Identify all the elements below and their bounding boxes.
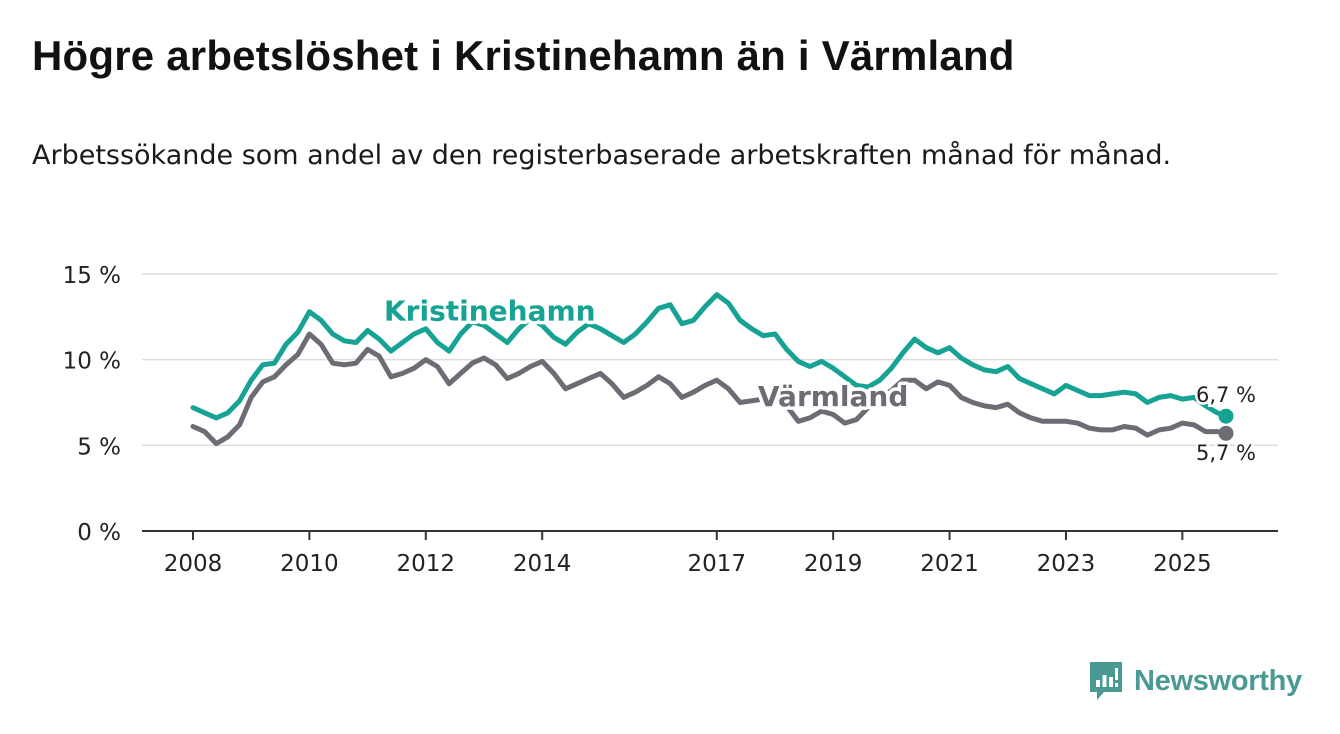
x-tick-label: 2010 bbox=[280, 551, 339, 577]
y-tick-label: 0 % bbox=[77, 520, 121, 546]
chart-title: Högre arbetslöshet i Kristinehamn än i V… bbox=[32, 32, 1015, 79]
end-point-varmland bbox=[1218, 425, 1234, 441]
x-tick-label: 2012 bbox=[397, 551, 456, 577]
x-tick-label: 2023 bbox=[1037, 551, 1096, 577]
end-point-kristinehamn bbox=[1218, 408, 1234, 424]
end-value-label-varmland: 5,7 % bbox=[1196, 441, 1256, 465]
y-tick-label: 10 % bbox=[63, 349, 121, 375]
brand-logo: Newsworthy bbox=[1088, 660, 1302, 702]
chart-subtitle: Arbetssökande som andel av den registerb… bbox=[32, 140, 1172, 171]
end-value-label-kristinehamn: 6,7 % bbox=[1196, 383, 1256, 407]
x-axis: 2008 2010 2012 2014 2017 2019 2021 2023 2025 bbox=[142, 530, 1278, 577]
series-lines bbox=[190, 292, 1234, 447]
x-tick-label: 2017 bbox=[688, 551, 747, 577]
x-tick-label: 2021 bbox=[920, 551, 979, 577]
y-axis-tick-labels: 0 % 5 % 10 % 15 % bbox=[63, 263, 121, 546]
y-tick-label: 5 % bbox=[77, 434, 121, 460]
x-tick-label: 2014 bbox=[513, 551, 572, 577]
y-tick-label: 15 % bbox=[63, 263, 121, 289]
series-labels: Kristinehamn Värmland 6,7 % 5,7 % bbox=[380, 291, 1258, 468]
x-tick-label: 2019 bbox=[804, 551, 863, 577]
series-line-kristinehamn bbox=[190, 292, 1229, 421]
x-tick-label: 2025 bbox=[1153, 551, 1212, 577]
x-tick-label: 2008 bbox=[164, 551, 223, 577]
series-line-varmland bbox=[190, 331, 1229, 447]
brand-name: Newsworthy bbox=[1134, 664, 1302, 697]
series-label-varmland: Värmland bbox=[758, 380, 909, 413]
series-label-kristinehamn: Kristinehamn bbox=[384, 294, 596, 327]
newsworthy-logo-icon bbox=[1090, 662, 1122, 700]
